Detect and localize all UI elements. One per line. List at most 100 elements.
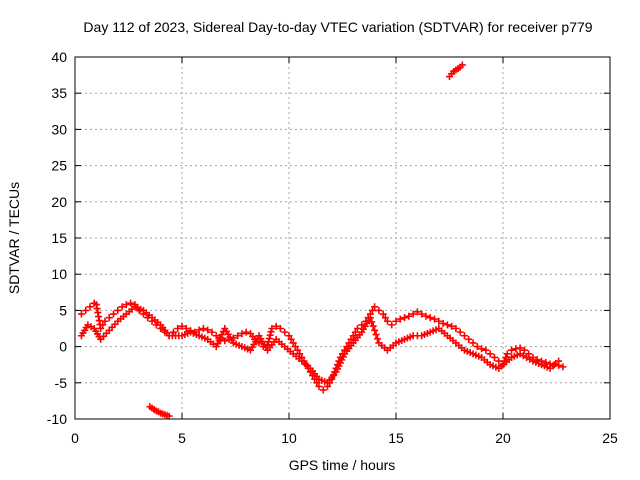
data-point-main-track xyxy=(422,312,430,320)
data-point-main-track xyxy=(525,350,533,358)
data-point-main-track xyxy=(97,325,105,332)
x-axis-label: GPS time / hours xyxy=(289,457,396,473)
data-point-main-track xyxy=(452,325,460,332)
data-point-main-track xyxy=(267,328,275,336)
data-point-main-track xyxy=(315,382,323,390)
y-tick-label: -5 xyxy=(55,375,68,391)
data-point-main-track xyxy=(77,310,85,318)
data-point-main-track xyxy=(443,321,451,329)
data-point-main-track xyxy=(508,346,516,354)
data-point-main-track xyxy=(178,322,186,330)
y-tick-label: 30 xyxy=(51,121,67,137)
data-point-secondary-track xyxy=(372,331,380,339)
data-point-main-track xyxy=(371,303,379,311)
data-point-main-track xyxy=(281,328,289,336)
data-point-main-track xyxy=(212,332,220,340)
data-point-main-track xyxy=(503,350,511,358)
chart-title: Day 112 of 2023, Sidereal Day-to-day VTE… xyxy=(83,19,592,35)
data-point-main-track xyxy=(383,317,391,325)
data-point-main-track xyxy=(379,310,387,318)
data-point-main-track xyxy=(358,321,366,329)
data-point-main-track xyxy=(473,343,481,351)
data-point-main-track xyxy=(465,335,473,343)
y-tick-label: 35 xyxy=(51,85,67,101)
data-point-main-track xyxy=(276,325,284,332)
data-point-main-track xyxy=(401,314,409,322)
y-tick-label: 20 xyxy=(51,194,67,210)
data-point-main-track xyxy=(435,317,443,325)
data-point-main-track xyxy=(114,306,122,314)
data-point-main-track xyxy=(302,361,310,369)
data-point-main-track xyxy=(127,299,135,307)
data-point-main-track xyxy=(368,306,376,314)
data-point-main-track xyxy=(559,363,567,371)
data-point-main-track xyxy=(405,312,413,320)
data-point-main-track xyxy=(418,310,426,318)
data-point-main-track xyxy=(285,332,293,340)
data-point-main-track xyxy=(294,346,302,354)
data-point-main-track xyxy=(413,308,421,316)
data-point-main-track xyxy=(118,303,126,311)
data-point-high-segment xyxy=(458,61,466,69)
data-point-main-track xyxy=(101,317,109,325)
data-point-main-track xyxy=(478,345,486,353)
data-point-main-track xyxy=(448,322,456,330)
x-tick-label: 0 xyxy=(71,430,79,446)
x-axis-ticks: 0 5 10 15 20 25 xyxy=(71,57,618,446)
data-point-main-track xyxy=(208,328,216,336)
x-tick-label: 5 xyxy=(178,430,186,446)
data-point-main-track xyxy=(542,359,550,367)
y-axis-ticks: -10 -5 0 5 10 15 20 25 30 35 40 xyxy=(47,49,610,427)
x-tick-label: 10 xyxy=(281,430,297,446)
data-point-main-track xyxy=(174,325,182,332)
data-point-secondary-track xyxy=(373,335,381,343)
data-point-main-track xyxy=(486,350,494,358)
data-point-main-track xyxy=(313,379,321,387)
data-point-main-track xyxy=(396,315,404,323)
y-tick-label: 0 xyxy=(59,339,67,355)
data-point-secondary-track xyxy=(371,326,379,334)
data-point-main-track xyxy=(351,328,359,336)
data-point-secondary-track xyxy=(368,318,376,326)
y-tick-label: 5 xyxy=(59,302,67,318)
y-tick-label: -10 xyxy=(47,411,67,427)
data-point-main-track xyxy=(255,339,263,347)
y-tick-label: 10 xyxy=(51,266,67,282)
y-tick-label: 40 xyxy=(51,49,67,65)
data-point-main-track xyxy=(460,332,468,340)
y-tick-label: 15 xyxy=(51,230,67,246)
data-point-main-track xyxy=(268,325,276,332)
data-point-secondary-track xyxy=(369,322,377,330)
data-point-main-track xyxy=(86,303,94,311)
data-point-main-track xyxy=(319,386,327,394)
data-point-main-track xyxy=(82,306,90,314)
data-point-main-track xyxy=(110,310,118,318)
data-point-main-track xyxy=(242,328,250,336)
data-point-main-track xyxy=(122,301,130,309)
data-point-main-track xyxy=(287,335,295,343)
x-tick-label: 15 xyxy=(388,430,404,446)
data-point-main-track xyxy=(169,328,177,336)
data-point-main-track xyxy=(182,325,190,332)
data-point-main-track xyxy=(482,346,490,354)
data-point-main-track xyxy=(469,339,477,347)
data-point-main-track xyxy=(520,346,528,354)
data-point-main-track xyxy=(456,328,464,336)
data-point-main-track xyxy=(234,332,242,340)
y-axis-label: SDTVAR / TECUs xyxy=(6,182,22,294)
data-point-main-track xyxy=(238,330,246,338)
data-point-main-track xyxy=(426,314,434,322)
data-point-main-track xyxy=(375,306,383,314)
data-point-main-track xyxy=(431,315,439,323)
data-point-main-track xyxy=(105,314,113,322)
data-point-main-track xyxy=(99,321,107,329)
data-point-main-track xyxy=(353,325,361,332)
data-point-main-track xyxy=(381,314,389,322)
data-point-main-track xyxy=(199,325,207,332)
x-tick-label: 20 xyxy=(495,430,511,446)
data-point-main-track xyxy=(388,321,396,329)
data-point-main-track xyxy=(439,319,447,327)
x-tick-label: 25 xyxy=(602,430,618,446)
data-point-secondary-track xyxy=(366,314,374,322)
